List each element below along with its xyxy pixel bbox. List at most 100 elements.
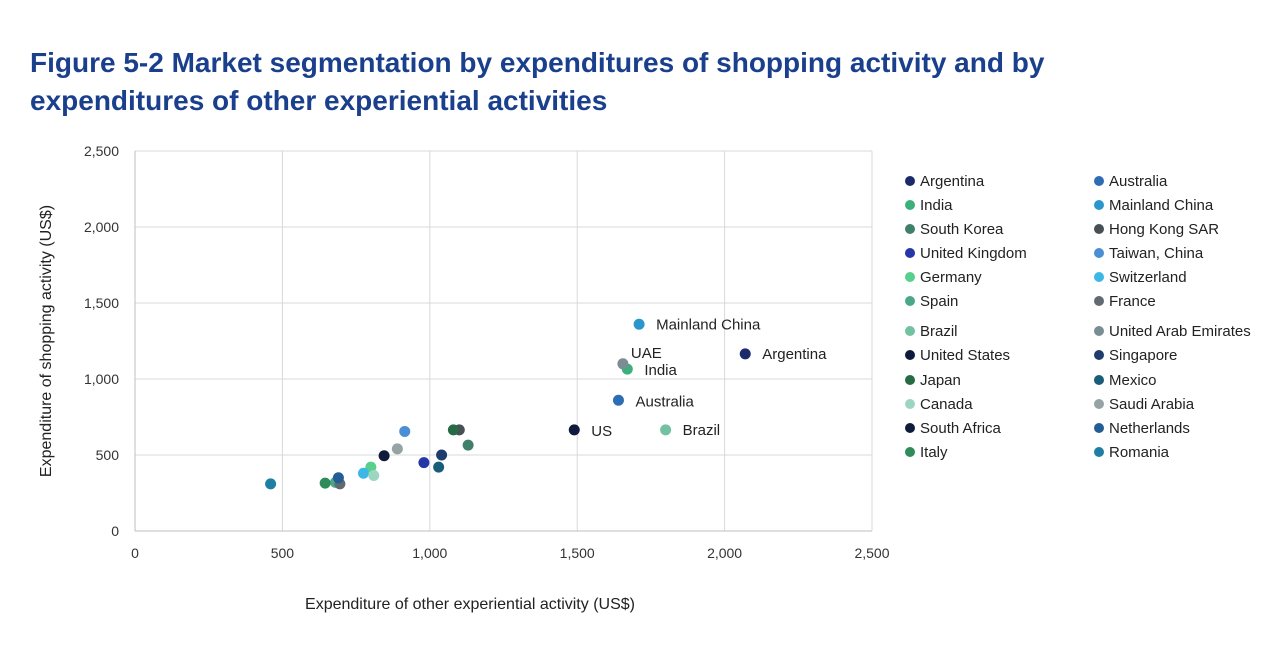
legend-label: Italy	[920, 444, 948, 461]
legend: Argentina Australia India Mainland China Sou…	[905, 173, 1251, 461]
data-point	[617, 358, 629, 370]
legend-label: Germany	[920, 269, 982, 286]
legend-item: Canada	[905, 396, 973, 413]
x-axis-label: Expenditure of other experiential activi…	[305, 596, 635, 613]
data-point	[378, 450, 390, 462]
legend-swatch	[1094, 375, 1104, 385]
data-point	[612, 394, 624, 406]
data-point	[633, 318, 645, 330]
legend-item: Taiwan, China	[1094, 245, 1204, 262]
legend-swatch	[905, 423, 915, 433]
data-point	[332, 472, 344, 484]
x-tick-label: 2,500	[854, 545, 889, 561]
legend-item: Brazil	[905, 323, 958, 340]
legend-swatch	[1094, 296, 1104, 306]
legend-swatch	[1094, 224, 1104, 234]
y-tick-label: 2,000	[84, 219, 119, 235]
legend-item: Saudi Arabia	[1094, 396, 1195, 413]
legend-swatch	[905, 399, 915, 409]
data-point	[319, 477, 331, 489]
data-point	[368, 470, 380, 482]
data-points	[265, 318, 751, 490]
legend-label: South Africa	[920, 420, 1002, 437]
data-point	[447, 424, 459, 436]
y-tick-label: 0	[111, 523, 119, 539]
legend-swatch	[905, 176, 915, 186]
legend-label: Saudi Arabia	[1109, 396, 1195, 413]
legend-swatch	[1094, 248, 1104, 258]
legend-item: Hong Kong SAR	[1094, 221, 1219, 238]
data-point	[399, 425, 411, 437]
legend-swatch	[905, 296, 915, 306]
point-label: Brazil	[683, 422, 721, 439]
legend-label: Singapore	[1109, 347, 1177, 364]
data-point	[568, 424, 580, 436]
legend-swatch	[905, 447, 915, 457]
legend-item: United Kingdom	[905, 245, 1027, 262]
point-label: Australia	[635, 393, 694, 410]
legend-label: Australia	[1109, 173, 1168, 190]
legend-swatch	[905, 248, 915, 258]
legend-swatch	[1094, 326, 1104, 336]
legend-item: Spain	[905, 293, 958, 310]
legend-item: South Africa	[905, 420, 1002, 437]
x-tick-label: 1,500	[560, 545, 595, 561]
grid-lines	[135, 150, 873, 531]
legend-swatch	[1094, 176, 1104, 186]
legend-swatch	[905, 272, 915, 282]
point-label: India	[644, 362, 677, 379]
legend-swatch	[905, 326, 915, 336]
legend-label: Argentina	[920, 173, 985, 190]
legend-item: Mainland China	[1094, 197, 1214, 214]
y-tick-label: 1,500	[84, 295, 119, 311]
y-axis-label: Expenditure of shopping activity (US$)	[38, 205, 55, 477]
legend-item: Argentina	[905, 173, 985, 190]
data-point	[739, 348, 751, 360]
legend-item: Australia	[1094, 173, 1168, 190]
legend-label: Hong Kong SAR	[1109, 221, 1219, 238]
y-tick-label: 2,500	[84, 143, 119, 159]
legend-swatch	[905, 224, 915, 234]
legend-swatch	[905, 375, 915, 385]
data-point	[365, 461, 377, 473]
page-title: Figure 5-2 Market segmentation by expend…	[30, 47, 1045, 116]
point-label: Mainland China	[656, 316, 761, 333]
axes	[134, 151, 872, 532]
legend-swatch	[905, 200, 915, 210]
data-point	[357, 467, 369, 479]
data-point	[433, 461, 445, 473]
legend-item: Romania	[1094, 444, 1170, 461]
legend-swatch	[905, 350, 915, 360]
legend-item: France	[1094, 293, 1156, 310]
point-label: US	[591, 423, 612, 440]
legend-label: United States	[920, 347, 1010, 364]
legend-swatch	[1094, 423, 1104, 433]
legend-item: Netherlands	[1094, 420, 1190, 437]
data-point	[462, 439, 474, 451]
legend-swatch	[1094, 272, 1104, 282]
legend-label: United Kingdom	[920, 245, 1027, 262]
legend-label: Netherlands	[1109, 420, 1190, 437]
legend-label: Japan	[920, 372, 961, 389]
legend-swatch	[1094, 447, 1104, 457]
legend-label: Spain	[920, 293, 958, 310]
legend-item: Mexico	[1094, 372, 1157, 389]
y-tick-label: 500	[96, 447, 120, 463]
legend-item: Singapore	[1094, 347, 1177, 364]
point-label: Argentina	[762, 346, 827, 363]
legend-item: United States	[905, 347, 1010, 364]
x-tick-label: 500	[271, 545, 295, 561]
legend-label: Switzerland	[1109, 269, 1187, 286]
data-point	[391, 443, 403, 455]
data-point	[418, 457, 430, 469]
x-tick-label: 0	[131, 545, 139, 561]
legend-item: Switzerland	[1094, 269, 1187, 286]
legend-item: Germany	[905, 269, 982, 286]
legend-label: Mainland China	[1109, 197, 1214, 214]
point-label: UAE	[631, 345, 662, 362]
x-tick-label: 1,000	[412, 545, 447, 561]
y-tick-labels: 0 500 1,000 1,500 2,000 2,500	[84, 143, 119, 539]
legend-item: United Arab Emirates	[1094, 323, 1251, 340]
legend-label: United Arab Emirates	[1109, 323, 1251, 340]
